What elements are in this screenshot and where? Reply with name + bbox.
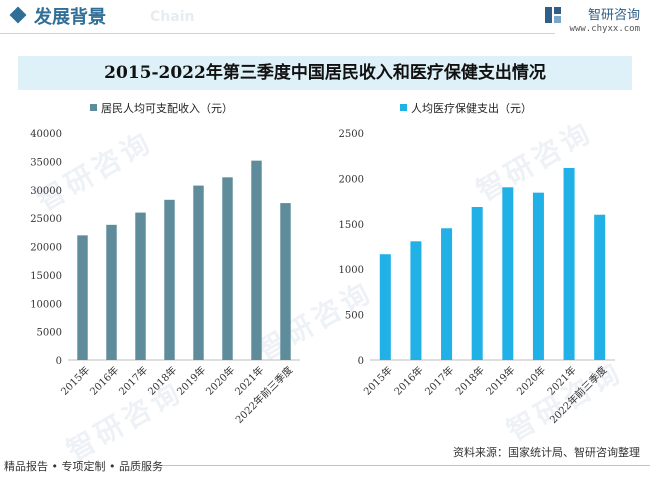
legend-swatch <box>90 104 97 111</box>
x-tick-label: 2018年 <box>453 363 487 397</box>
bar <box>471 207 483 360</box>
legend-label: 居民人均可支配收入（元） <box>101 101 233 115</box>
footer-tagline: 精品报告 • 专项定制 • 品质服务 <box>4 460 163 473</box>
bar <box>193 185 204 360</box>
y-tick-label: 15000 <box>30 271 62 282</box>
y-tick-label: 20000 <box>30 243 62 254</box>
y-tick-label: 1000 <box>339 265 364 276</box>
y-tick-label: 0 <box>358 356 364 367</box>
bar <box>222 177 233 360</box>
y-tick-label: 25000 <box>30 214 62 225</box>
bar <box>563 167 575 360</box>
y-tick-label: 40000 <box>30 129 62 140</box>
bar <box>532 192 544 360</box>
brand-url: www.chyxx.com <box>569 24 640 34</box>
header: 发展背景 Chain 智研咨询 www.chyxx.com <box>0 0 650 34</box>
x-tick-label: 2017年 <box>116 363 150 397</box>
bar <box>410 241 422 360</box>
data-source: 资料来源：国家统计局、智研咨询整理 <box>451 444 642 460</box>
brand: 智研咨询 www.chyxx.com <box>544 4 640 34</box>
bar <box>502 187 514 360</box>
bar <box>251 160 262 360</box>
x-tick-label: 2020年 <box>514 363 548 397</box>
x-tick-label: 2018年 <box>145 363 179 397</box>
x-tick-label: 2017年 <box>422 363 456 397</box>
x-tick-label: 2019年 <box>174 363 208 397</box>
bar <box>77 235 88 360</box>
bar <box>379 254 391 360</box>
header-divider <box>0 33 555 34</box>
bar <box>441 228 453 360</box>
x-tick-label: 2015年 <box>361 363 395 397</box>
bar <box>594 214 606 360</box>
y-tick-label: 5000 <box>37 328 62 339</box>
x-tick-label: 2016年 <box>391 363 425 397</box>
chart-title: 2015-2022年第三季度中国居民收入和医疗保健支出情况 <box>18 56 632 90</box>
x-tick-label: 2019年 <box>483 363 517 397</box>
bar <box>164 199 175 360</box>
bar <box>106 224 117 360</box>
x-tick-label: 2015年 <box>58 363 92 397</box>
bar <box>280 203 291 360</box>
brand-logo-icon <box>544 7 561 23</box>
legend-label: 人均医疗保健支出（元） <box>411 101 532 115</box>
x-tick-label: 2020年 <box>203 363 237 397</box>
brand-name: 智研咨询 <box>587 8 640 23</box>
section-title: 发展背景 <box>34 7 106 28</box>
y-tick-label: 0 <box>56 356 62 367</box>
footer-divider <box>155 465 650 466</box>
y-tick-label: 2000 <box>339 174 364 185</box>
y-tick-label: 35000 <box>30 157 62 168</box>
y-tick-label: 10000 <box>30 299 62 310</box>
header-watermark-text: Chain <box>150 9 195 25</box>
bar <box>135 212 146 360</box>
y-tick-label: 1500 <box>339 220 364 231</box>
y-tick-label: 2500 <box>339 129 364 140</box>
legend-swatch <box>400 104 407 111</box>
y-tick-label: 500 <box>345 311 364 322</box>
y-tick-label: 30000 <box>30 186 62 197</box>
x-tick-label: 2016年 <box>87 363 121 397</box>
